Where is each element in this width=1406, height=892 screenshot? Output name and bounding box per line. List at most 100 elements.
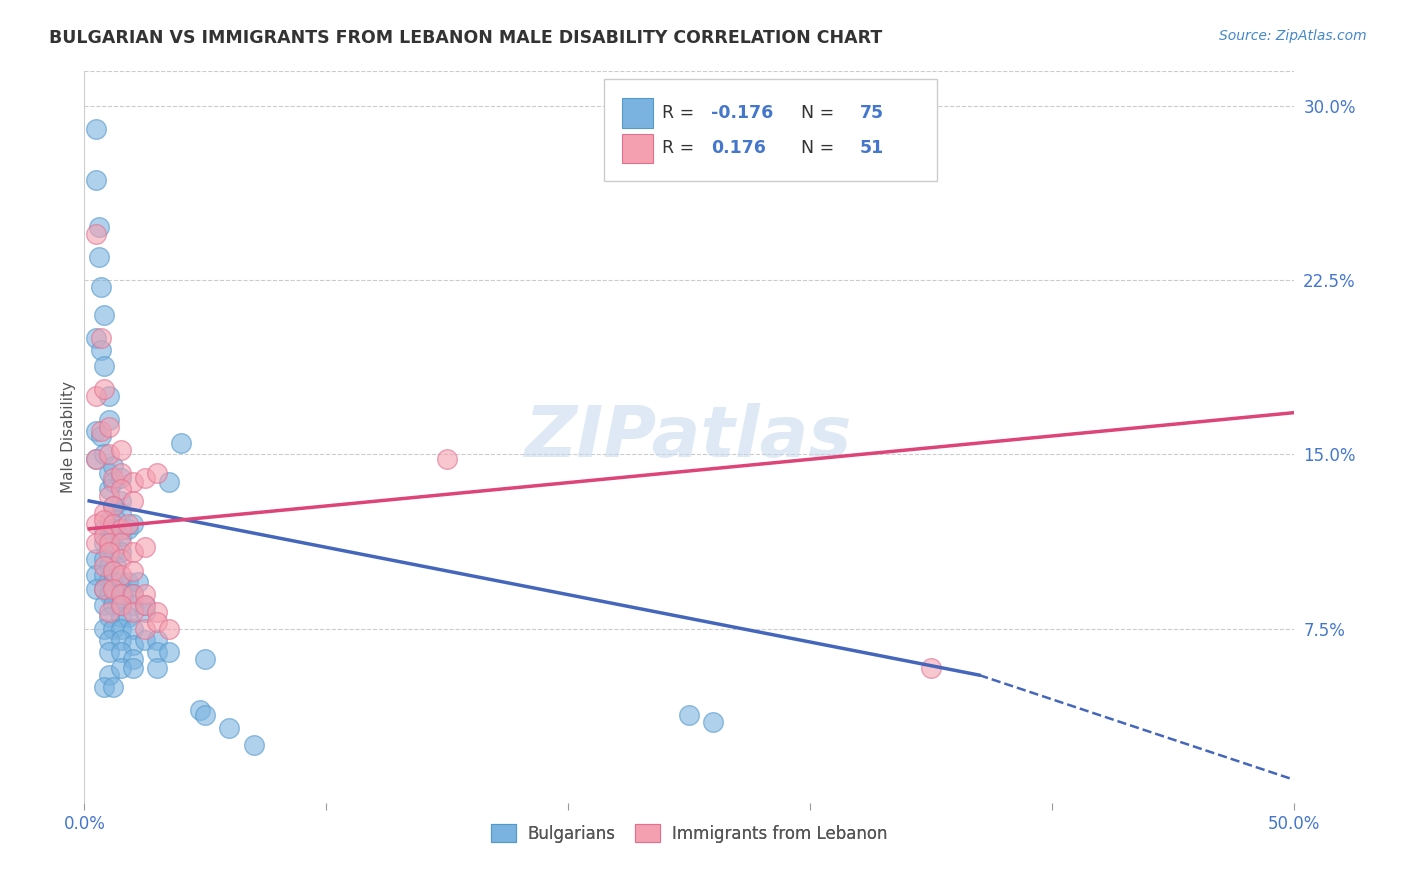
Point [110, 568, 132, 582]
Point [97, 610, 120, 624]
Point [117, 610, 139, 624]
Point [90, 429, 112, 443]
Point [97, 512, 120, 526]
Point [117, 517, 139, 532]
Point [90, 280, 112, 294]
Point [103, 459, 125, 474]
FancyBboxPatch shape [623, 98, 652, 128]
Point [110, 622, 132, 636]
Point [103, 599, 125, 613]
Point [146, 606, 169, 620]
Point [110, 494, 132, 508]
Point [103, 564, 125, 578]
Point [93, 448, 115, 462]
Point [110, 522, 132, 536]
Point [157, 622, 180, 636]
Point [190, 703, 212, 717]
Text: N =: N = [801, 139, 841, 157]
Point [103, 680, 125, 694]
Point [104, 558, 127, 573]
Text: N =: N = [801, 104, 841, 122]
Point [103, 582, 125, 597]
Point [103, 575, 125, 590]
Point [104, 587, 127, 601]
Point [103, 545, 125, 559]
Point [86, 568, 108, 582]
Text: R =: R = [662, 104, 700, 122]
Point [110, 610, 132, 624]
Point [93, 680, 115, 694]
Point [97, 587, 120, 601]
Point [93, 506, 115, 520]
Point [86, 227, 108, 241]
Point [110, 442, 132, 457]
Point [110, 471, 132, 485]
Point [134, 622, 156, 636]
Point [97, 466, 120, 480]
Point [121, 475, 143, 490]
Point [93, 522, 115, 536]
Point [146, 466, 169, 480]
Point [170, 436, 193, 450]
Point [87, 250, 110, 264]
Point [110, 587, 132, 601]
Point [121, 587, 143, 601]
Point [121, 606, 143, 620]
Point [86, 452, 108, 467]
Point [93, 582, 115, 597]
Point [110, 599, 132, 613]
Point [121, 661, 143, 675]
Point [121, 517, 143, 532]
Point [90, 424, 112, 438]
Point [103, 471, 125, 485]
Point [110, 535, 132, 549]
Point [436, 452, 458, 467]
Point [86, 424, 108, 438]
Point [242, 738, 264, 752]
Point [678, 707, 700, 722]
Point [194, 707, 217, 722]
Point [110, 506, 132, 520]
Point [97, 545, 120, 559]
Point [93, 529, 115, 543]
Point [117, 575, 139, 590]
Point [97, 535, 120, 549]
Point [110, 466, 132, 480]
Point [97, 412, 120, 426]
Point [93, 582, 115, 597]
Legend: Bulgarians, Immigrants from Lebanon: Bulgarians, Immigrants from Lebanon [484, 818, 894, 849]
Point [97, 573, 120, 587]
Point [97, 448, 120, 462]
Text: 75: 75 [859, 104, 883, 122]
Point [93, 535, 115, 549]
Point [112, 587, 135, 601]
Point [121, 622, 143, 636]
Point [134, 633, 156, 648]
Point [86, 582, 108, 597]
Point [97, 633, 120, 648]
Point [920, 661, 942, 675]
Point [134, 599, 156, 613]
Y-axis label: Male Disability: Male Disability [60, 381, 76, 493]
Point [146, 615, 169, 629]
Point [97, 668, 120, 682]
Point [86, 173, 108, 187]
Point [110, 661, 132, 675]
Point [121, 587, 143, 601]
Point [87, 219, 110, 234]
Point [121, 599, 143, 613]
Point [93, 599, 115, 613]
Point [218, 722, 240, 736]
Point [90, 343, 112, 357]
Point [110, 633, 132, 648]
Point [103, 499, 125, 513]
Point [702, 714, 724, 729]
Point [93, 383, 115, 397]
Point [93, 512, 115, 526]
Point [103, 517, 125, 532]
Point [146, 645, 169, 659]
Point [86, 389, 108, 403]
Point [110, 552, 132, 566]
Point [134, 587, 156, 601]
Point [97, 541, 120, 555]
